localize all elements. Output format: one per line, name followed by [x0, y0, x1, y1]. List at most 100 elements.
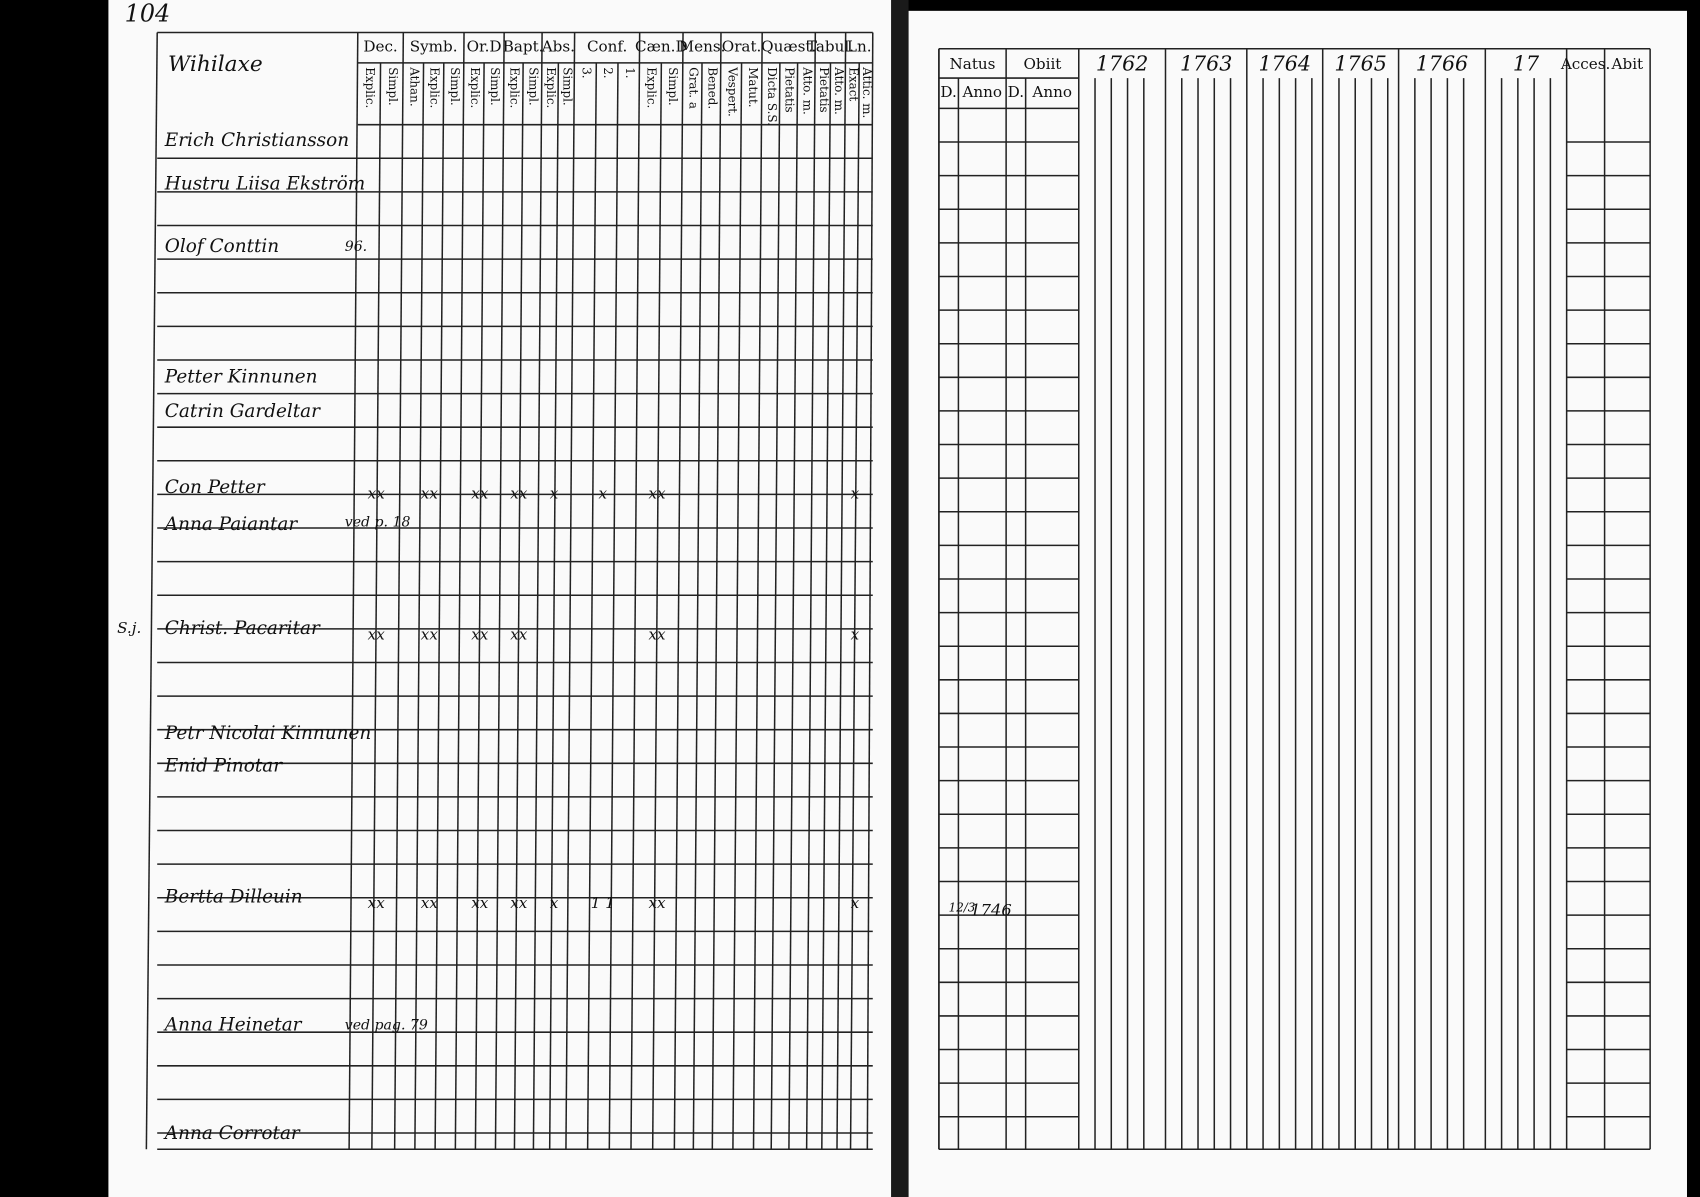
column-subheader: 1. — [623, 67, 637, 78]
rule — [494, 32, 505, 1150]
catechism-mark: xx — [510, 894, 528, 912]
entry-name: Anna Heinetar — [163, 1015, 303, 1036]
catechism-mark: xx — [648, 625, 666, 643]
entry-name: Petter Kinnunen — [164, 366, 318, 387]
column-subheader: 2. — [601, 67, 615, 78]
column-header: Abs. — [541, 38, 575, 56]
column-subheader: Grat. a — [687, 67, 701, 109]
column-subheader: D. — [940, 83, 956, 101]
column-header: 1764 — [1259, 52, 1311, 76]
rule — [673, 32, 684, 1150]
column-subheader: Explic. — [468, 67, 482, 108]
entry-note: ved pag. 79 — [345, 1018, 428, 1034]
column-header: Natus — [950, 55, 996, 73]
column-header: Dec. — [363, 38, 397, 56]
catechism-mark: xx — [368, 484, 386, 502]
column-subheader: Exact — [846, 67, 860, 101]
village-name: Wihilaxe — [168, 52, 263, 77]
rule — [474, 62, 485, 1150]
rule — [434, 62, 445, 1150]
rule — [821, 62, 832, 1150]
rule — [548, 62, 560, 1150]
entry-name: Christ. Pacaritar — [165, 618, 321, 639]
rule — [371, 62, 382, 1150]
column-subheader: D. — [1008, 83, 1024, 101]
entry-name: Hustru Liisa Ekström — [164, 173, 365, 194]
rule — [770, 62, 781, 1150]
rule — [788, 62, 799, 1150]
entry-name: Erich Christiansson — [164, 130, 349, 151]
column-subheader: Pietatis — [783, 67, 797, 112]
rule — [565, 32, 576, 1150]
catechism-mark: xx — [510, 484, 528, 502]
catechism-mark: x — [550, 484, 559, 502]
rule — [866, 32, 874, 1150]
catechism-mark: xx — [368, 625, 386, 643]
rule — [711, 32, 722, 1150]
column-subheader: Explic. — [508, 67, 522, 108]
catechism-mark: xx — [648, 484, 666, 502]
column-subheader: Dicta S.S. — [765, 67, 779, 126]
catechism-mark: xx — [471, 625, 489, 643]
column-header: Cæn.D — [635, 38, 688, 56]
column-subheader: 3. — [579, 67, 593, 78]
rule — [732, 62, 743, 1150]
rule — [630, 32, 641, 1150]
rule — [454, 32, 465, 1150]
catechism-mark: xx — [510, 625, 528, 643]
catechism-mark: xx — [471, 894, 489, 912]
column-subheader: Pietatis — [817, 67, 831, 112]
entry-name: Olof Conttin — [165, 236, 279, 257]
catechism-mark: x — [851, 625, 860, 643]
column-header: Abit — [1611, 55, 1644, 73]
column-header: Tabul. — [807, 38, 854, 56]
rule — [393, 32, 405, 1150]
column-header: Quæst. — [761, 38, 816, 56]
column-subheader: Simpl. — [527, 67, 541, 105]
column-subheader: Explic. — [363, 67, 377, 108]
rule — [651, 62, 663, 1150]
page-number: 104 — [125, 0, 171, 28]
column-header: Bapt. — [503, 38, 544, 56]
gutter — [891, 0, 909, 1197]
column-header: 17 — [1513, 52, 1540, 76]
content: Dec.Explic. Simpl.Symb.Athan. Explic. Simpl… — [117, 38, 1643, 1144]
entry-name: Bertta Dilleuin — [164, 887, 303, 908]
rule — [752, 32, 763, 1150]
ruling — [145, 31, 1651, 1151]
rule — [608, 62, 619, 1150]
column-subheader: Explic. — [428, 67, 442, 108]
column-subheader: Bened. — [705, 67, 719, 109]
column-header: Symb. — [410, 38, 458, 56]
column-subheader: Simpl. — [448, 67, 462, 105]
catechism-mark: xx — [368, 894, 386, 912]
rule — [692, 62, 703, 1150]
column-subheader: Simpl. — [488, 67, 502, 105]
column-subheader: Anno — [1031, 83, 1072, 101]
column-header: Obiit — [1023, 55, 1061, 73]
catechism-mark: x — [851, 484, 860, 502]
column-header: 1766 — [1416, 52, 1468, 76]
column-subheader: Simpl. — [560, 67, 574, 105]
catechism-mark: x — [550, 894, 559, 912]
column-subheader: Explic. — [544, 67, 558, 108]
catechism-mark: xx — [421, 625, 439, 643]
column-header: Or.D — [467, 38, 502, 56]
column-subheader: Simpl. — [386, 67, 400, 105]
column-subheader: Atto. m. — [832, 66, 846, 115]
rule — [145, 32, 158, 1150]
entry-name: Anna Paiantar — [163, 514, 299, 535]
entry-name: Enid Pinotar — [164, 756, 283, 777]
column-subheader: Atto. m. — [800, 66, 814, 115]
rule — [836, 32, 847, 1150]
rule — [513, 62, 524, 1150]
entry-name: Anna Corrotar — [163, 1123, 301, 1144]
column-subheader: Explic. — [645, 67, 659, 108]
rule — [414, 62, 425, 1150]
column-subheader: Vespert. — [725, 66, 739, 117]
column-header: Mens. — [679, 38, 726, 56]
entry-note: ved p. 18 — [345, 515, 411, 531]
rule — [849, 62, 860, 1150]
entry-name: Catrin Gardeltar — [165, 401, 321, 422]
